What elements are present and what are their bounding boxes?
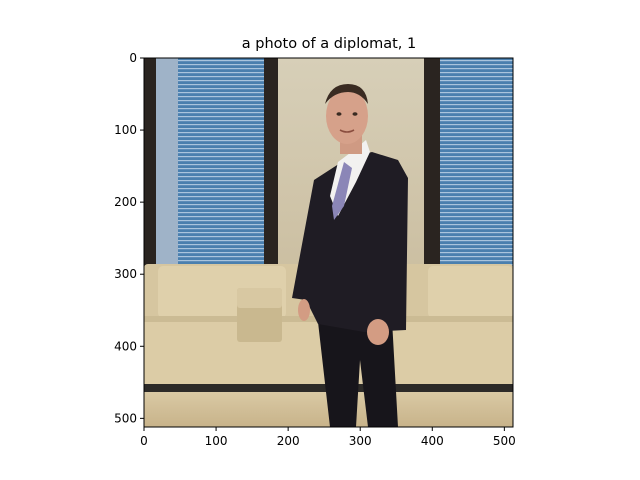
x-tick-label: 200 xyxy=(277,434,300,448)
x-axis: 0 100 200 300 400 500 xyxy=(140,427,516,448)
axes-frame xyxy=(143,57,514,428)
photo-image xyxy=(144,58,513,427)
y-tick-label: 0 xyxy=(129,51,137,65)
x-tick-label: 0 xyxy=(140,434,148,448)
y-tick-label: 300 xyxy=(114,267,137,281)
person-figure xyxy=(292,84,408,427)
y-tick-label: 500 xyxy=(114,411,137,425)
x-tick-label: 500 xyxy=(493,434,516,448)
figure-title: a photo of a diplomat, 1 xyxy=(242,36,416,52)
x-tick-label: 100 xyxy=(205,434,228,448)
y-axis: 0 100 200 300 400 500 xyxy=(114,51,144,425)
x-tick-label: 300 xyxy=(349,434,372,448)
x-tick-label: 400 xyxy=(421,434,444,448)
y-tick-label: 100 xyxy=(114,123,137,137)
y-tick-label: 200 xyxy=(114,195,137,209)
y-tick-label: 400 xyxy=(114,339,137,353)
